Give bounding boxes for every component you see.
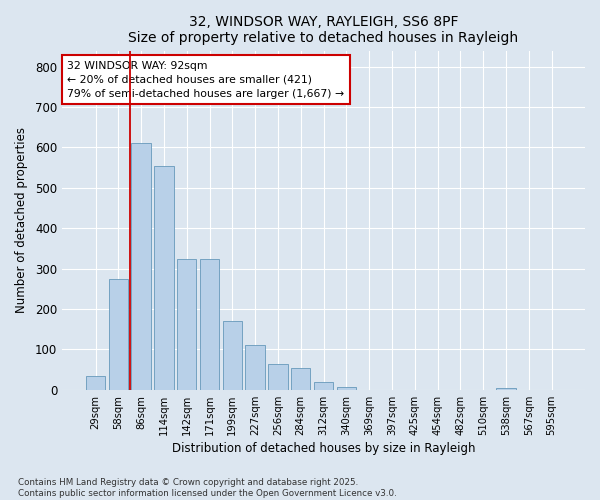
Text: 32 WINDSOR WAY: 92sqm
← 20% of detached houses are smaller (421)
79% of semi-det: 32 WINDSOR WAY: 92sqm ← 20% of detached … bbox=[67, 60, 344, 98]
Bar bbox=[245, 346, 265, 390]
Y-axis label: Number of detached properties: Number of detached properties bbox=[15, 127, 28, 313]
Bar bbox=[177, 258, 196, 390]
Bar bbox=[200, 258, 219, 390]
Bar bbox=[268, 364, 287, 390]
Bar bbox=[223, 321, 242, 390]
Bar bbox=[131, 144, 151, 390]
Bar bbox=[291, 368, 310, 390]
Bar bbox=[154, 166, 173, 390]
X-axis label: Distribution of detached houses by size in Rayleigh: Distribution of detached houses by size … bbox=[172, 442, 475, 455]
Bar bbox=[496, 388, 515, 390]
Bar bbox=[86, 376, 105, 390]
Bar bbox=[337, 386, 356, 390]
Text: Contains HM Land Registry data © Crown copyright and database right 2025.
Contai: Contains HM Land Registry data © Crown c… bbox=[18, 478, 397, 498]
Title: 32, WINDSOR WAY, RAYLEIGH, SS6 8PF
Size of property relative to detached houses : 32, WINDSOR WAY, RAYLEIGH, SS6 8PF Size … bbox=[128, 15, 518, 45]
Bar bbox=[314, 382, 333, 390]
Bar bbox=[109, 278, 128, 390]
